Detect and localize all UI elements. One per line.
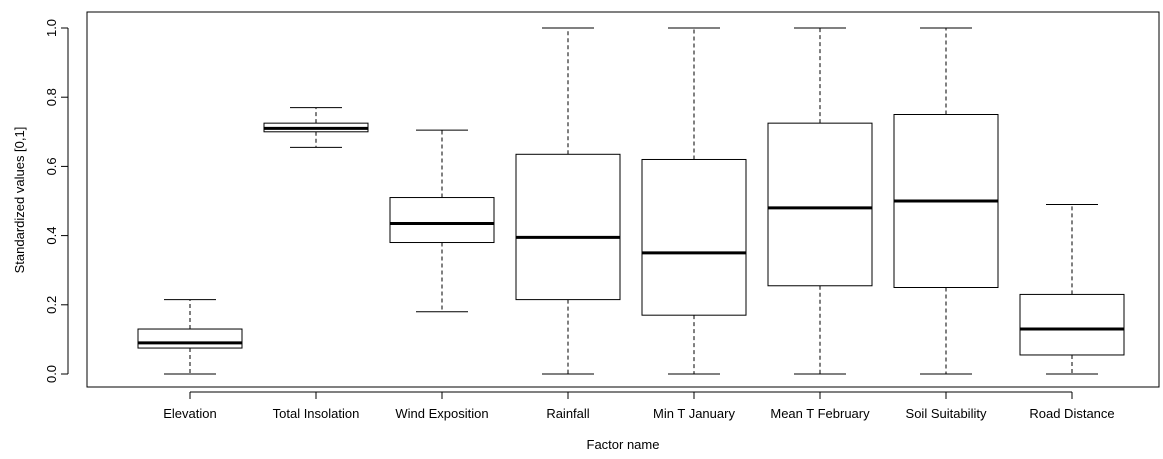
iqr-box — [767, 122, 873, 287]
x-tick-label: Road Distance — [1029, 406, 1114, 421]
x-axis: Elevation Total Insolation Wind Exposition… — [163, 391, 1115, 421]
iqr-box — [1019, 293, 1125, 356]
y-tick-label: 0.0 — [44, 365, 59, 383]
x-tick-label: Min T January — [653, 406, 735, 421]
y-tick-label: 0.2 — [44, 296, 59, 314]
box-group — [515, 27, 621, 375]
x-tick-label: Total Insolation — [273, 406, 360, 421]
x-tick-label: Elevation — [163, 406, 216, 421]
box-group — [1019, 203, 1125, 375]
x-tick-label: Wind Exposition — [395, 406, 488, 421]
box-group — [641, 27, 747, 375]
y-axis-title: Standardized values [0,1] — [12, 127, 27, 274]
iqr-box — [389, 197, 495, 244]
x-axis-title: Factor name — [587, 437, 660, 452]
y-tick-label: 1.0 — [44, 19, 59, 37]
box-group — [767, 27, 873, 375]
y-tick-label: 0.4 — [44, 227, 59, 245]
iqr-box — [515, 153, 621, 301]
box-group — [137, 299, 243, 375]
box-group — [389, 129, 495, 313]
iqr-box — [641, 158, 747, 316]
x-tick-label: Soil Suitability — [906, 406, 987, 421]
iqr-box — [137, 328, 243, 349]
x-tick-label: Rainfall — [546, 406, 589, 421]
plot-frame — [86, 11, 1160, 388]
y-tick-label: 0.6 — [44, 157, 59, 175]
x-tick-label: Mean T February — [770, 406, 870, 421]
boxes-layer — [137, 27, 1125, 375]
y-axis: 0.0 0.2 0.4 0.6 0.8 1.0 — [44, 19, 69, 383]
y-tick-label: 0.8 — [44, 88, 59, 106]
box-group — [263, 107, 369, 148]
box-group — [893, 27, 999, 375]
